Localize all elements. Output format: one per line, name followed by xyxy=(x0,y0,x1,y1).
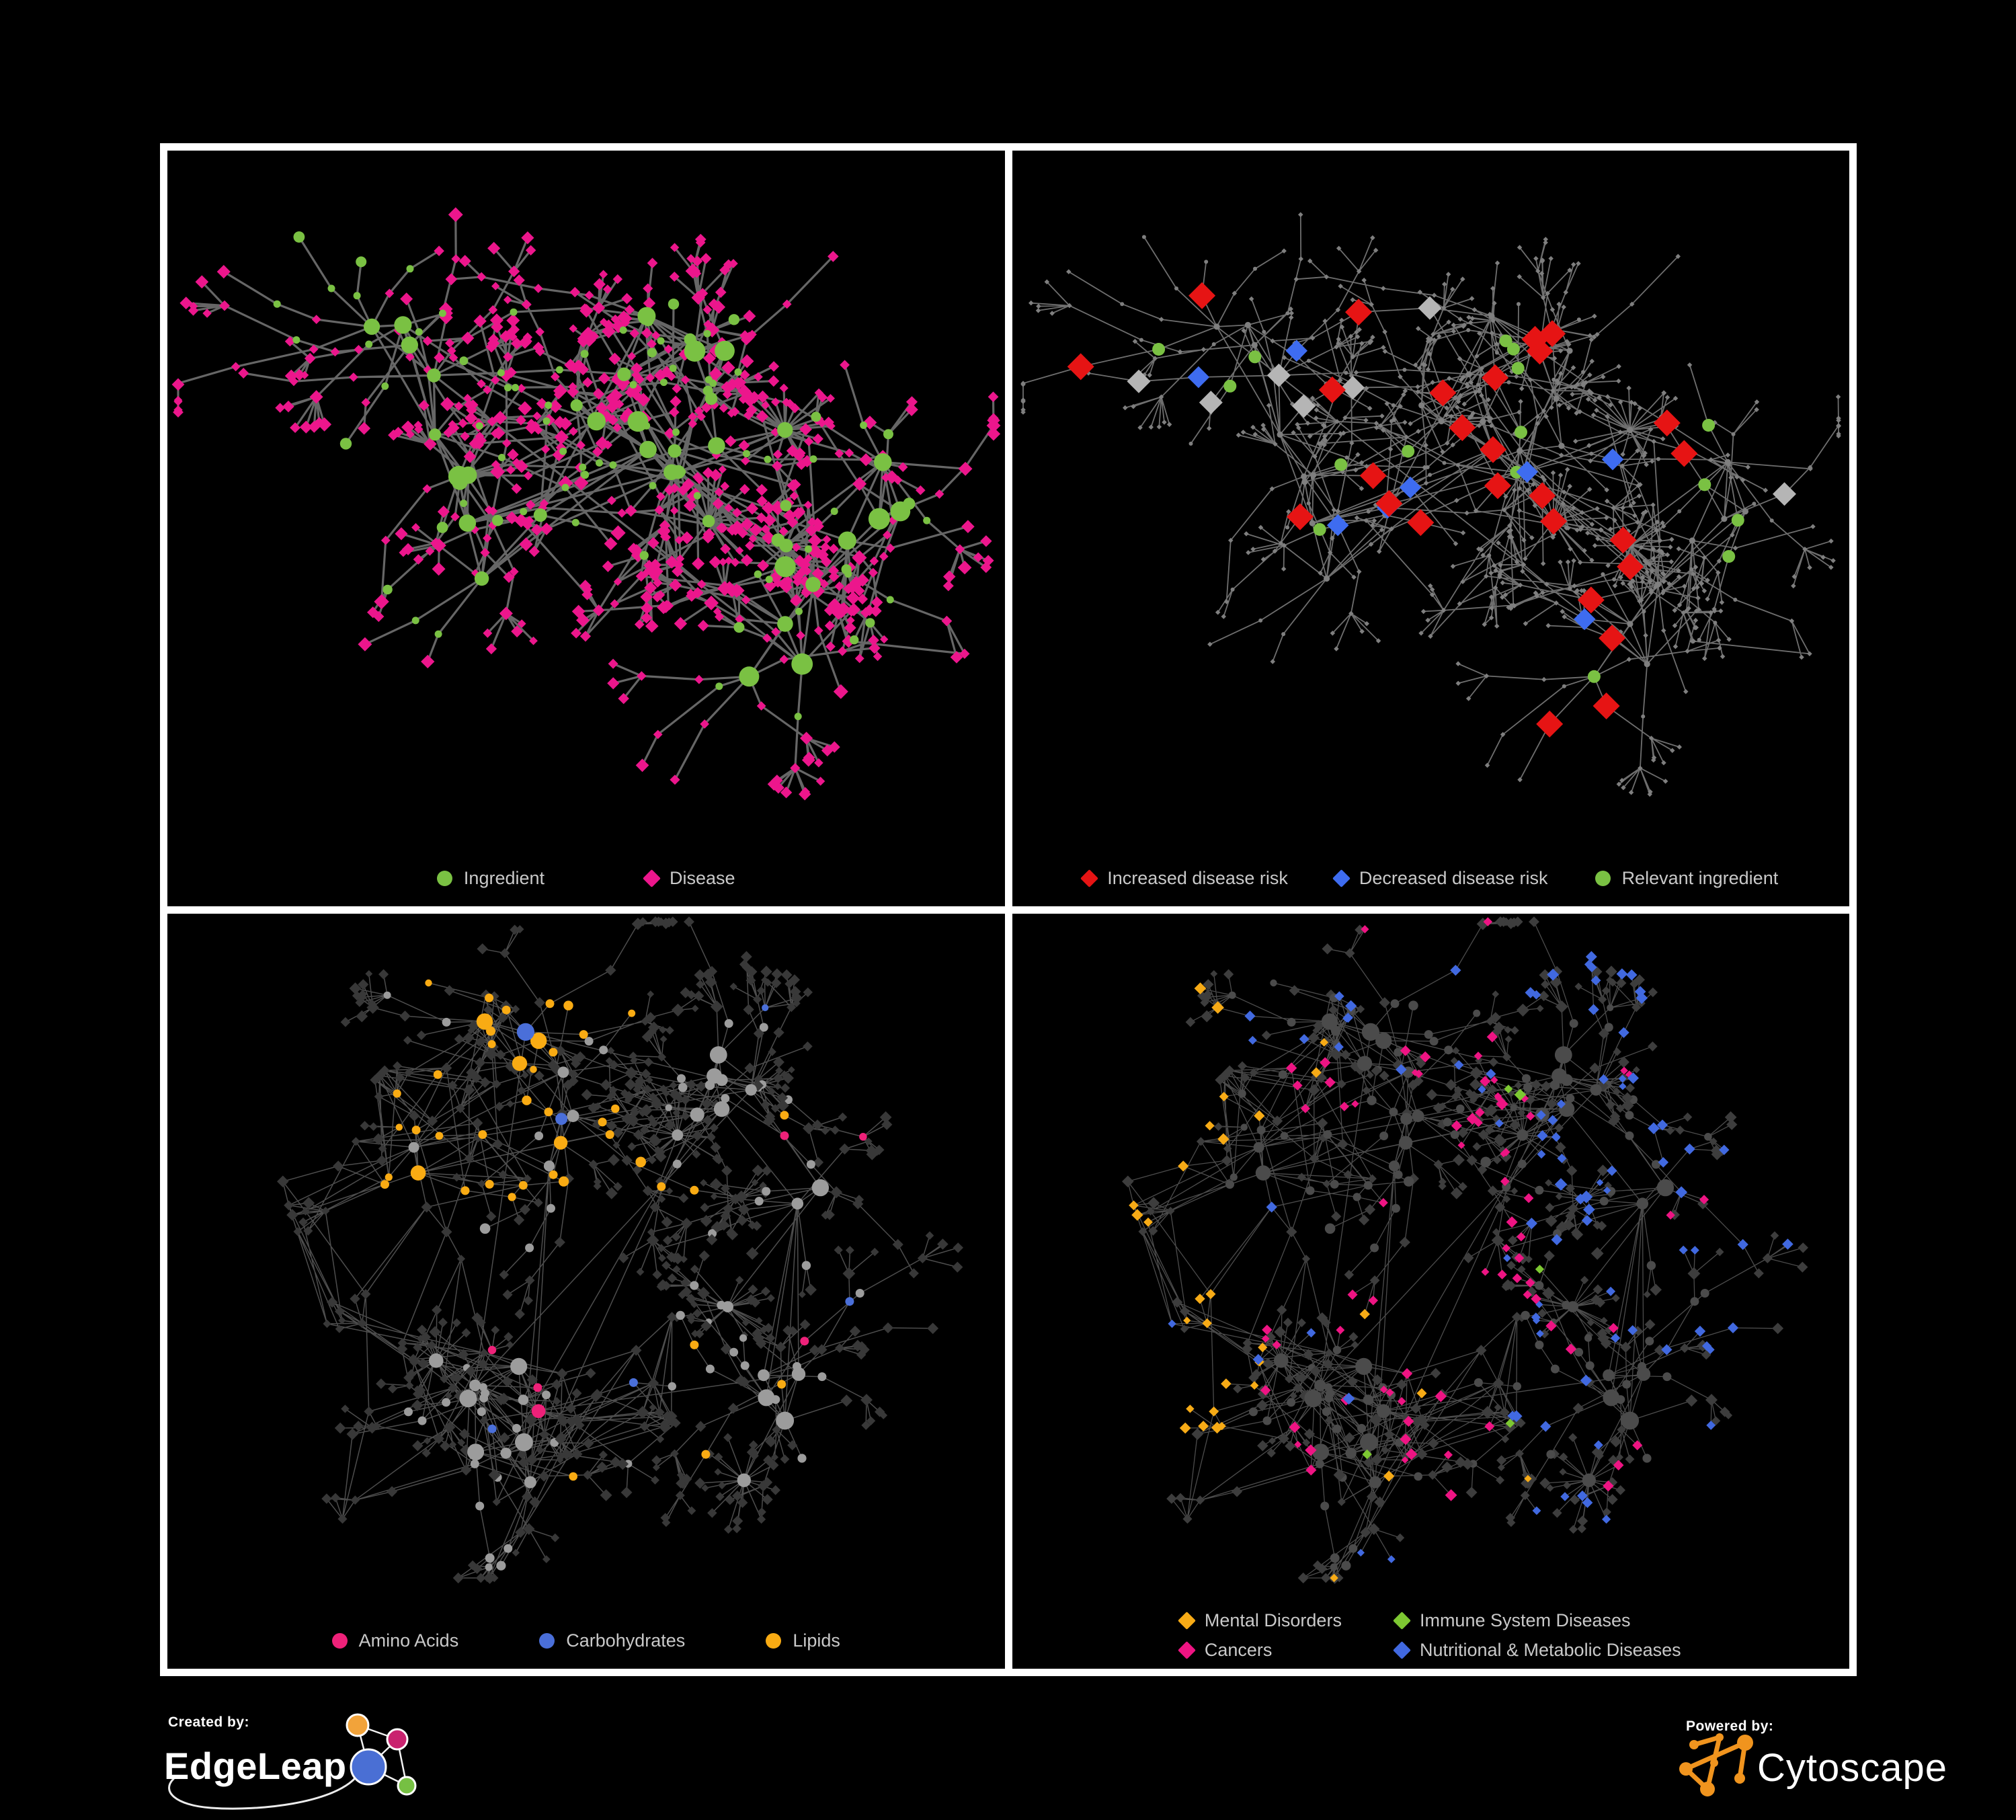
powered-by-label: Powered by: xyxy=(1686,1718,1773,1734)
legend-disease-risk: Increased disease risk Decreased disease … xyxy=(1029,868,1834,889)
diamond-marker-icon xyxy=(1393,1641,1411,1659)
edgeleap-node-green xyxy=(397,1776,417,1796)
disease-categories-network-graph xyxy=(1121,916,1808,1584)
legend-label: Ingredient xyxy=(463,867,545,888)
nodes-layer xyxy=(1020,212,1841,797)
diamond-marker-icon xyxy=(643,869,661,887)
edgeleap-node-blue xyxy=(350,1748,387,1786)
edgeleap-node-magenta xyxy=(386,1728,409,1751)
legend-item-ingredient: Ingredient xyxy=(436,867,545,889)
ingredient-disease-network-graph xyxy=(171,207,1001,801)
circle-marker-icon xyxy=(436,870,452,886)
legend-item-disease: Disease xyxy=(643,867,735,889)
ingredient-classes-network-graph xyxy=(277,916,963,1584)
legend-item-carbohydrates: Carbohydrates xyxy=(539,1630,685,1651)
legend-disease-categories: Mental Disorders Immune System Diseases Ca… xyxy=(1029,1610,1834,1661)
legend-item-lipids: Lipids xyxy=(766,1630,840,1651)
legend-item-nutritional-metabolic-diseases: Nutritional & Metabolic Diseases xyxy=(1393,1640,1681,1661)
cytoscape-logo: Powered by: Cytoscape xyxy=(1679,1718,1947,1796)
legend-label: Carbohydrates xyxy=(566,1630,686,1651)
edgeleap-wordmark: EdgeLeap xyxy=(164,1745,347,1787)
diamond-marker-icon xyxy=(1080,869,1099,887)
legend-item-immune-system-diseases: Immune System Diseases xyxy=(1393,1610,1681,1631)
legend-item-amino-acids: Amino Acids xyxy=(331,1630,459,1651)
edges-layer xyxy=(1022,214,1839,795)
diamond-marker-icon xyxy=(1177,1641,1196,1659)
edgeleap-node-orange xyxy=(346,1713,370,1737)
legend-item-cancers: Cancers xyxy=(1177,1640,1342,1661)
cytoscape-wordmark: Cytoscape xyxy=(1757,1746,1947,1790)
diamond-marker-icon xyxy=(1393,1612,1411,1630)
legend-ingredient-disease: Ingredient Disease xyxy=(184,868,989,889)
legend-label: Mental Disorders xyxy=(1204,1610,1342,1630)
edgeleap-logo: Created by: EdgeLeap xyxy=(164,1713,417,1810)
nodes-layer xyxy=(1121,916,1808,1584)
circle-marker-icon xyxy=(331,1633,348,1649)
disease-risk-network-graph xyxy=(1020,212,1841,797)
legend-label: Amino Acids xyxy=(358,1630,459,1651)
legend-label: Decreased disease risk xyxy=(1359,867,1548,888)
edges-layer xyxy=(177,214,995,795)
panel-ingredient-classes-network: Amino Acids Carbohydrates Lipids xyxy=(167,913,1005,1669)
created-by-block: Created by: EdgeLeap xyxy=(159,1709,428,1820)
legend-label: Lipids xyxy=(793,1630,840,1651)
circle-marker-icon xyxy=(539,1633,555,1649)
legend-label: Cancers xyxy=(1204,1640,1273,1660)
legend-item-decreased-disease-risk: Decreased disease risk xyxy=(1332,867,1548,889)
panel-ingredient-disease-network: Ingredient Disease xyxy=(167,151,1005,906)
edgeleap-swoosh xyxy=(168,1776,357,1810)
legend-label: Increased disease risk xyxy=(1107,867,1288,888)
panel-disease-risk-network: Increased disease risk Decreased disease … xyxy=(1012,151,1849,906)
powered-by-block: Powered by: Cytoscape xyxy=(1678,1713,1947,1804)
legend-label: Disease xyxy=(670,867,735,888)
circle-marker-icon xyxy=(766,1633,782,1649)
diamond-marker-icon xyxy=(1332,869,1350,887)
panel-disease-categories-network: Mental Disorders Immune System Diseases Ca… xyxy=(1012,913,1849,1669)
nodes-layer xyxy=(171,207,1001,801)
nodes-layer xyxy=(277,916,963,1584)
legend-label: Immune System Diseases xyxy=(1419,1610,1631,1630)
legend-item-relevant-ingredient: Relevant ingredient xyxy=(1595,867,1779,889)
legend-label: Relevant ingredient xyxy=(1621,867,1779,888)
circle-marker-icon xyxy=(1595,870,1611,886)
cytoscape-logo-icon xyxy=(1679,1733,1753,1796)
created-by-label: Created by: xyxy=(168,1714,249,1730)
figure-grid: Ingredient Disease Increased disease risk… xyxy=(160,143,1857,1676)
legend-item-increased-disease-risk: Increased disease risk xyxy=(1080,867,1288,889)
edges-layer xyxy=(282,920,959,1579)
legend-item-mental-disorders: Mental Disorders xyxy=(1177,1610,1342,1631)
diamond-marker-icon xyxy=(1177,1612,1196,1630)
legend-ingredient-classes: Amino Acids Carbohydrates Lipids xyxy=(184,1630,989,1651)
edgeleap-logo-icon xyxy=(346,1713,417,1796)
legend-label: Nutritional & Metabolic Diseases xyxy=(1419,1640,1681,1660)
edges-layer xyxy=(1127,920,1803,1579)
